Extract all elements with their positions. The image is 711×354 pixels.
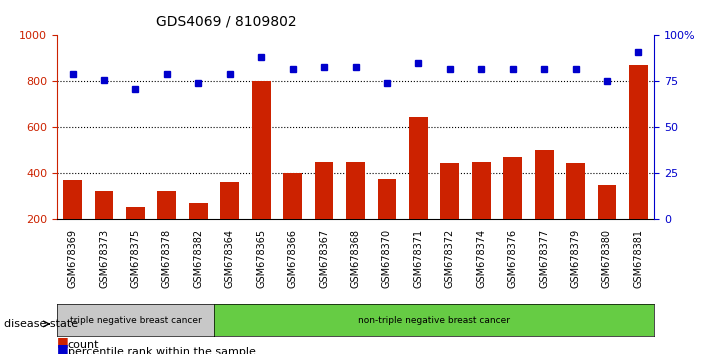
Text: disease state: disease state [4, 319, 77, 329]
Bar [63, 181, 82, 266]
Text: count: count [68, 340, 99, 350]
Bar [378, 179, 396, 266]
Text: ■: ■ [57, 342, 69, 354]
Bar [409, 117, 428, 266]
Bar [535, 150, 554, 266]
Bar [315, 162, 333, 266]
Bar [283, 173, 302, 266]
Bar [597, 185, 616, 266]
Bar [503, 157, 522, 266]
Bar [157, 191, 176, 266]
Text: GDS4069 / 8109802: GDS4069 / 8109802 [156, 14, 297, 28]
Bar [472, 162, 491, 266]
Bar [189, 203, 208, 266]
Text: ■: ■ [57, 335, 69, 348]
Bar [440, 163, 459, 266]
Bar [126, 207, 145, 266]
Bar [95, 191, 114, 266]
Text: triple negative breast cancer: triple negative breast cancer [70, 316, 201, 325]
Text: non-triple negative breast cancer: non-triple negative breast cancer [358, 316, 510, 325]
Text: percentile rank within the sample: percentile rank within the sample [68, 347, 255, 354]
Bar [346, 162, 365, 266]
Bar [252, 81, 271, 266]
Bar [629, 65, 648, 266]
Bar [220, 182, 239, 266]
Bar [566, 163, 585, 266]
